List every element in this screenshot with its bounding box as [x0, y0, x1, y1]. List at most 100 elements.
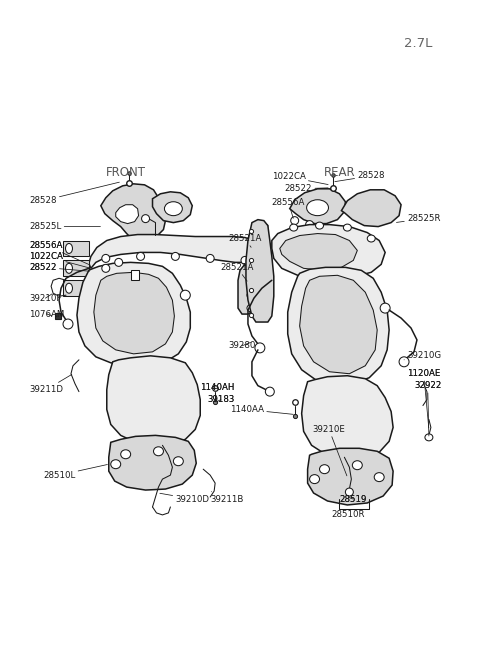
Ellipse shape — [346, 488, 353, 496]
Ellipse shape — [65, 263, 72, 273]
Ellipse shape — [173, 457, 183, 466]
Text: 39210F: 39210F — [29, 293, 61, 303]
Polygon shape — [341, 190, 401, 227]
Ellipse shape — [180, 290, 190, 300]
Polygon shape — [246, 219, 274, 322]
FancyBboxPatch shape — [253, 225, 268, 242]
Ellipse shape — [154, 447, 164, 456]
Text: 28522: 28522 — [285, 184, 328, 193]
Text: 28556A: 28556A — [272, 198, 305, 218]
Polygon shape — [308, 448, 393, 505]
Ellipse shape — [374, 473, 384, 481]
Text: 39211D: 39211D — [29, 375, 72, 394]
Text: 1120AE: 1120AE — [407, 369, 441, 428]
Ellipse shape — [63, 319, 73, 329]
Text: 28510R: 28510R — [332, 510, 365, 519]
Polygon shape — [301, 376, 393, 459]
Ellipse shape — [120, 450, 131, 458]
Ellipse shape — [102, 265, 110, 272]
Text: 28521A: 28521A — [228, 234, 262, 248]
Polygon shape — [109, 436, 196, 490]
Polygon shape — [300, 275, 377, 374]
Polygon shape — [290, 189, 346, 223]
Ellipse shape — [380, 303, 390, 313]
Polygon shape — [131, 271, 139, 280]
Polygon shape — [153, 192, 192, 223]
Text: 28510L: 28510L — [43, 464, 108, 479]
Text: 1140AA: 1140AA — [230, 405, 293, 415]
Polygon shape — [107, 356, 200, 445]
Text: 1140AH: 1140AH — [200, 383, 235, 392]
Ellipse shape — [320, 464, 329, 474]
Ellipse shape — [291, 217, 299, 225]
Ellipse shape — [343, 224, 351, 231]
Text: 28525R: 28525R — [396, 214, 441, 223]
Polygon shape — [288, 267, 389, 384]
Text: 1120AE: 1120AE — [407, 369, 441, 378]
Ellipse shape — [255, 343, 265, 353]
FancyBboxPatch shape — [253, 246, 268, 265]
Text: FRONT: FRONT — [106, 166, 145, 179]
Text: 1022CA: 1022CA — [272, 172, 328, 185]
Ellipse shape — [102, 254, 110, 263]
Ellipse shape — [290, 224, 298, 231]
Polygon shape — [94, 272, 174, 354]
Text: REAR: REAR — [324, 166, 355, 179]
Text: 28521A: 28521A — [220, 263, 253, 281]
Ellipse shape — [247, 274, 257, 282]
Text: 28519: 28519 — [339, 495, 367, 504]
Text: 28528: 28528 — [29, 182, 120, 205]
Ellipse shape — [65, 244, 72, 253]
Text: 28519: 28519 — [339, 495, 367, 504]
Text: 28556A: 28556A — [29, 241, 62, 250]
Polygon shape — [101, 184, 166, 242]
Polygon shape — [116, 205, 139, 223]
Ellipse shape — [65, 283, 72, 293]
Text: 32922: 32922 — [414, 381, 442, 390]
Polygon shape — [63, 280, 89, 296]
Text: 39211B: 39211B — [210, 492, 243, 504]
FancyBboxPatch shape — [253, 290, 268, 308]
Ellipse shape — [425, 434, 433, 441]
Text: 28528: 28528 — [335, 172, 385, 181]
Polygon shape — [238, 265, 264, 314]
Text: 32922: 32922 — [414, 381, 442, 436]
Ellipse shape — [265, 387, 274, 396]
Text: 28522: 28522 — [29, 263, 57, 272]
Text: 1022CA: 1022CA — [29, 252, 90, 268]
Ellipse shape — [310, 475, 320, 483]
Ellipse shape — [247, 304, 257, 312]
Polygon shape — [89, 234, 262, 269]
Ellipse shape — [352, 460, 362, 470]
Ellipse shape — [307, 200, 328, 215]
Ellipse shape — [206, 254, 214, 263]
Ellipse shape — [315, 222, 324, 229]
Ellipse shape — [137, 252, 144, 261]
Polygon shape — [63, 261, 89, 276]
Ellipse shape — [142, 215, 150, 223]
Polygon shape — [63, 240, 89, 256]
Ellipse shape — [247, 291, 257, 299]
Text: 28556A: 28556A — [29, 241, 90, 265]
Text: 28522: 28522 — [29, 263, 89, 272]
Text: 1076AM: 1076AM — [29, 310, 65, 318]
Polygon shape — [77, 263, 190, 365]
Text: 1140AH: 1140AH — [200, 383, 235, 392]
Text: 1022CA: 1022CA — [29, 252, 63, 261]
Text: 28525L: 28525L — [29, 222, 100, 231]
Ellipse shape — [111, 460, 120, 469]
Ellipse shape — [399, 357, 409, 367]
Polygon shape — [272, 225, 385, 278]
Ellipse shape — [115, 259, 123, 267]
Ellipse shape — [171, 252, 180, 261]
Ellipse shape — [241, 256, 249, 265]
Polygon shape — [280, 234, 357, 271]
Ellipse shape — [306, 221, 313, 229]
Text: 39280: 39280 — [228, 341, 255, 350]
Text: 39183: 39183 — [207, 395, 235, 404]
Text: 39210E: 39210E — [312, 425, 347, 476]
Ellipse shape — [165, 202, 182, 215]
Text: 2.7L: 2.7L — [404, 37, 432, 50]
Text: 39210G: 39210G — [404, 351, 441, 360]
Text: 39183: 39183 — [207, 395, 235, 404]
